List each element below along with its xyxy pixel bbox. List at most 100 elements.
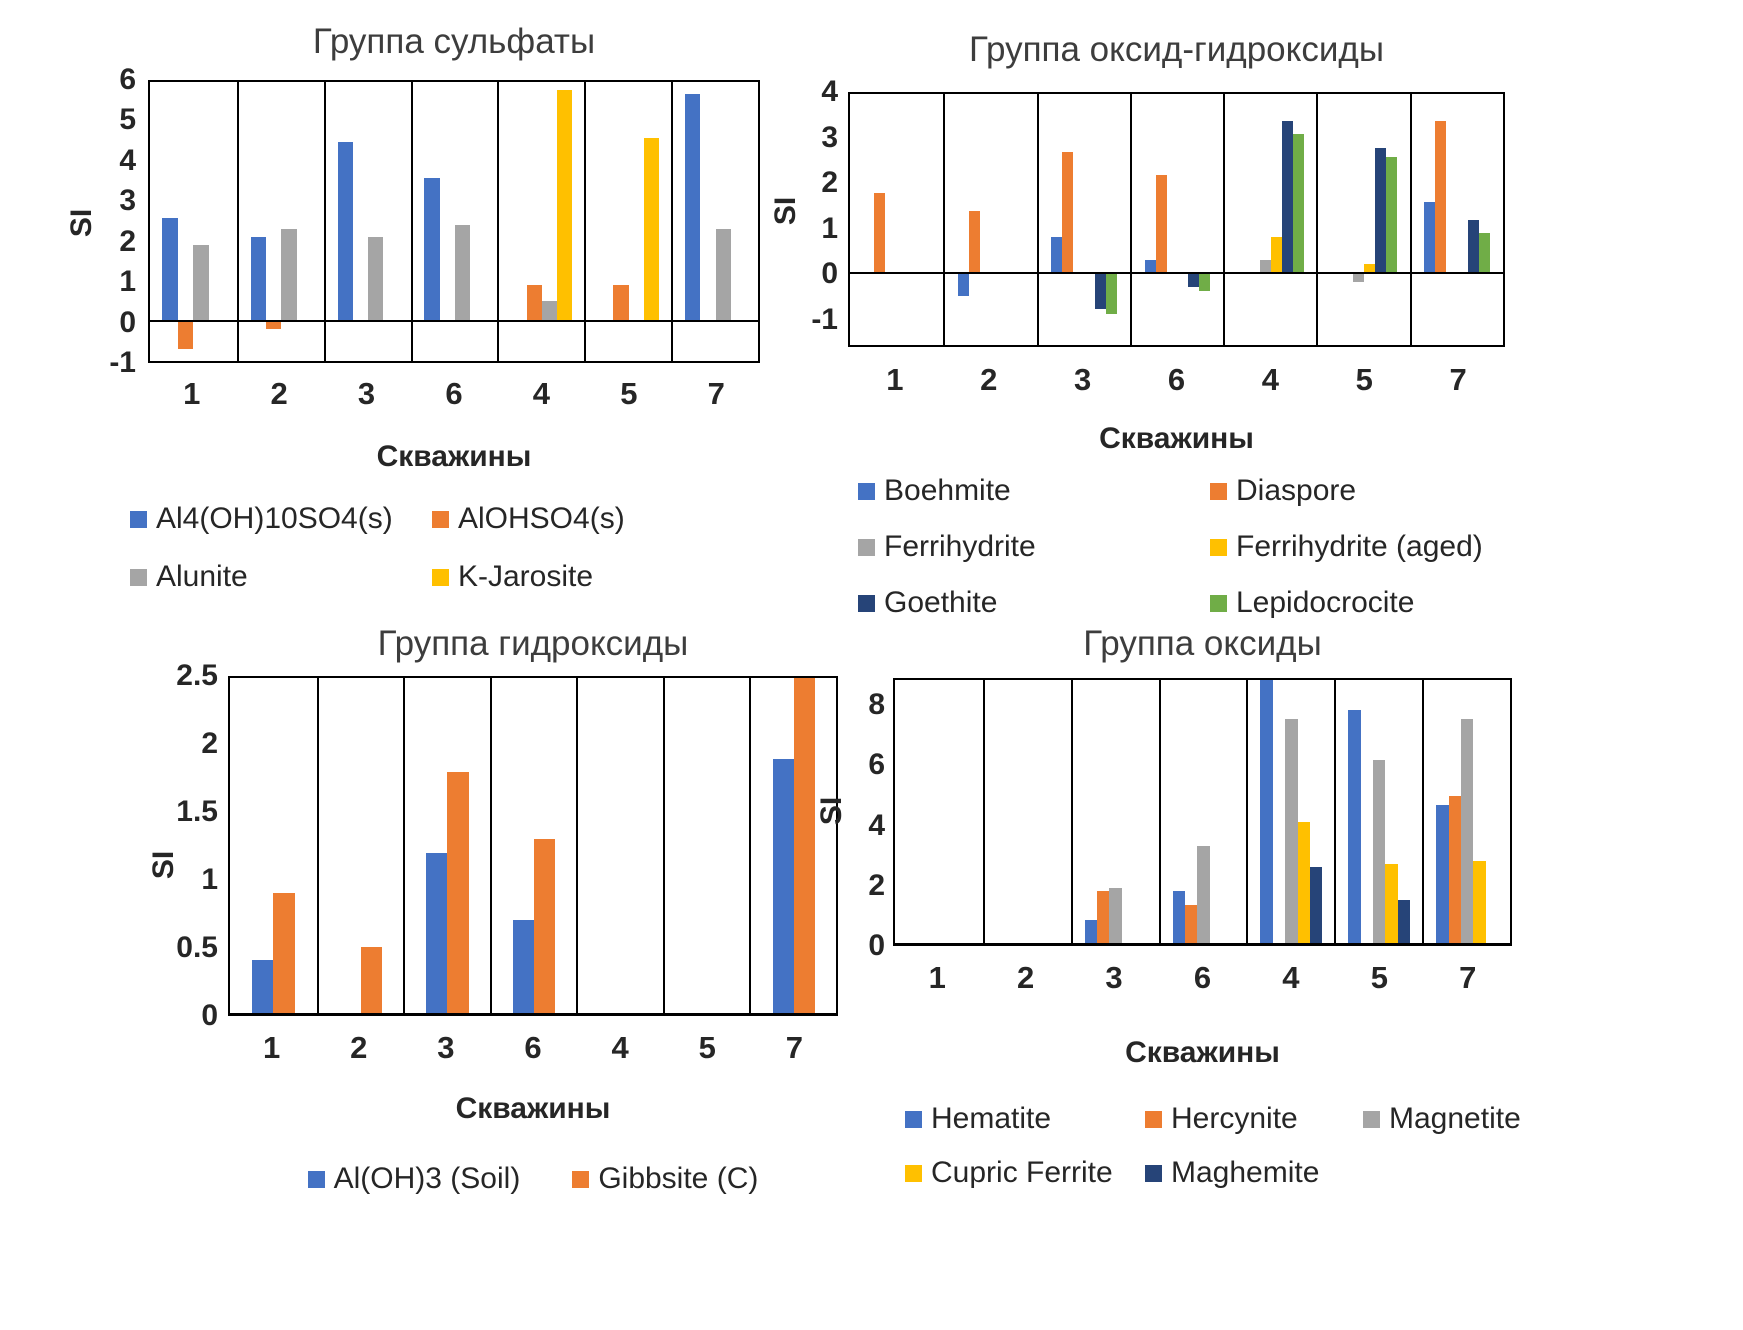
y-tick-label: 1 <box>119 265 136 299</box>
category-7 <box>1409 94 1503 345</box>
bar-AlOHSO4(s) <box>177 321 194 350</box>
category-7 <box>749 678 836 1014</box>
bar-Alunite <box>541 301 558 322</box>
bar-Hercynite <box>1184 905 1198 944</box>
y-axis-ticks: 4 3 2 1 0 -1 <box>788 77 838 347</box>
x-tick-label: 7 <box>1459 960 1477 995</box>
legend-swatch-icon <box>1210 538 1227 556</box>
y-tick-label: 0 <box>821 257 838 291</box>
bar-Hematite <box>1084 920 1098 944</box>
plot-area <box>893 678 1512 946</box>
legend-swatch-icon <box>432 510 449 528</box>
bar-Gibbsite (C) <box>533 839 556 1014</box>
zero-axis-line <box>230 1013 836 1015</box>
bar-Goethite <box>1468 219 1480 274</box>
y-tick-label: 0 <box>868 929 885 962</box>
bar-Gibbsite (C) <box>447 772 469 1014</box>
x-tick-label: 2 <box>270 376 288 411</box>
chart-legend: Al(OH)3 (Soil) Gibbsite (C) <box>228 1162 838 1196</box>
y-tick-label: 4 <box>119 143 136 177</box>
plot-area <box>148 80 760 363</box>
x-axis-title: Скважины <box>1125 1036 1280 1069</box>
y-axis-ticks: 6 5 4 3 2 1 0 -1 <box>76 65 136 378</box>
x-tick-label: 7 <box>707 376 725 411</box>
bar-Hematite <box>1260 680 1273 944</box>
x-axis-ticks: 1 2 3 6 4 5 7 <box>893 960 1512 1000</box>
legend-item: Diaspore <box>1210 474 1562 508</box>
chart-title: Группа оксид-гидроксиды <box>969 30 1384 69</box>
y-tick-label: 4 <box>868 808 885 842</box>
bar-Magnetite <box>1373 760 1386 944</box>
x-tick-label: 4 <box>1282 960 1300 995</box>
y-tick-label: 3 <box>119 184 136 218</box>
bar-Lepidocrocite <box>1479 232 1491 274</box>
x-axis-ticks: 1 2 3 6 4 5 7 <box>148 376 760 416</box>
bar-Boehmite <box>958 273 969 296</box>
y-tick-label: 8 <box>868 688 885 722</box>
category-6 <box>489 678 577 1014</box>
bar-Ferrihydrite <box>1353 273 1365 283</box>
x-tick-label: 3 <box>437 1030 455 1065</box>
bar-Magnetite <box>1460 718 1474 944</box>
bar-Al(OH)3 (Soil) <box>251 960 274 1014</box>
y-tick-label: 0.5 <box>176 931 218 964</box>
bar-Lepidocrocite <box>1199 273 1211 292</box>
x-tick-label: 4 <box>611 1030 629 1065</box>
legend-swatch-icon <box>1145 1110 1162 1128</box>
legend-label: Al4(OH)10SO4(s) <box>156 502 393 535</box>
y-tick-label: -1 <box>109 346 136 379</box>
legend-item: Gibbsite (C) <box>572 1162 758 1196</box>
bar-Boehmite <box>1424 201 1436 274</box>
chart-legend: Al4(OH)10SO4(s) AlOHSO4(s) Alunite K-Jarosi… <box>130 502 688 594</box>
y-axis-ticks: 2.5 2 1.5 1 0.5 0 <box>156 661 218 1031</box>
bar-Diaspore <box>1435 120 1447 274</box>
bar-Goethite <box>1095 273 1107 310</box>
legend-swatch-icon <box>858 594 875 612</box>
legend-item: Lepidocrocite <box>1210 586 1562 620</box>
category-7 <box>671 82 758 361</box>
bar-Al(OH)3 (Soil) <box>512 919 534 1014</box>
bar-Ferrihydrite (aged) <box>1270 237 1282 274</box>
bar-Lepidocrocite <box>1385 156 1397 274</box>
legend-label: AlOHSO4(s) <box>458 502 625 535</box>
bar-AlOHSO4(s) <box>265 321 282 330</box>
legend-swatch-icon <box>858 482 875 500</box>
bar-Diaspore <box>969 210 980 274</box>
x-tick-label: 1 <box>886 362 904 397</box>
legend-label: Ferrihydrite (aged) <box>1236 530 1483 563</box>
legend-item: Goethite <box>858 586 1210 620</box>
x-tick-label: 3 <box>1074 362 1092 397</box>
x-axis-title: Скважины <box>455 1092 611 1125</box>
legend-swatch-icon <box>432 568 449 586</box>
category-3 <box>403 678 490 1014</box>
legend-item: Al(OH)3 (Soil) <box>307 1162 520 1196</box>
legend-swatch-icon <box>130 568 147 586</box>
bar-Gibbsite (C) <box>273 893 295 1014</box>
category-4 <box>1246 680 1334 944</box>
legend-label: Gibbsite (C) <box>598 1162 759 1195</box>
x-tick-label: 4 <box>532 376 551 411</box>
bar-Al4(OH)10SO4(s) <box>424 177 440 322</box>
legend-label: Hematite <box>931 1102 1052 1135</box>
x-tick-label: 5 <box>698 1030 716 1065</box>
legend-item: Magnetite <box>1363 1102 1593 1136</box>
category-1 <box>895 680 983 944</box>
y-tick-label: 2 <box>821 166 838 200</box>
legend-swatch-icon <box>307 1170 325 1188</box>
category-6 <box>1158 680 1247 944</box>
bar-Al(OH)3 (Soil) <box>426 852 448 1014</box>
category-4 <box>1223 94 1316 345</box>
x-tick-label: 1 <box>928 960 946 995</box>
bar-Alunite <box>281 229 297 322</box>
chart-title: Группа оксиды <box>1083 624 1322 663</box>
x-axis-ticks: 1 2 3 6 4 5 7 <box>228 1030 838 1070</box>
x-tick-label: 5 <box>1355 362 1373 397</box>
category-3 <box>323 82 411 361</box>
category-5 <box>1316 94 1409 345</box>
x-tick-label: 5 <box>620 376 638 411</box>
legend-swatch-icon <box>572 1170 590 1188</box>
